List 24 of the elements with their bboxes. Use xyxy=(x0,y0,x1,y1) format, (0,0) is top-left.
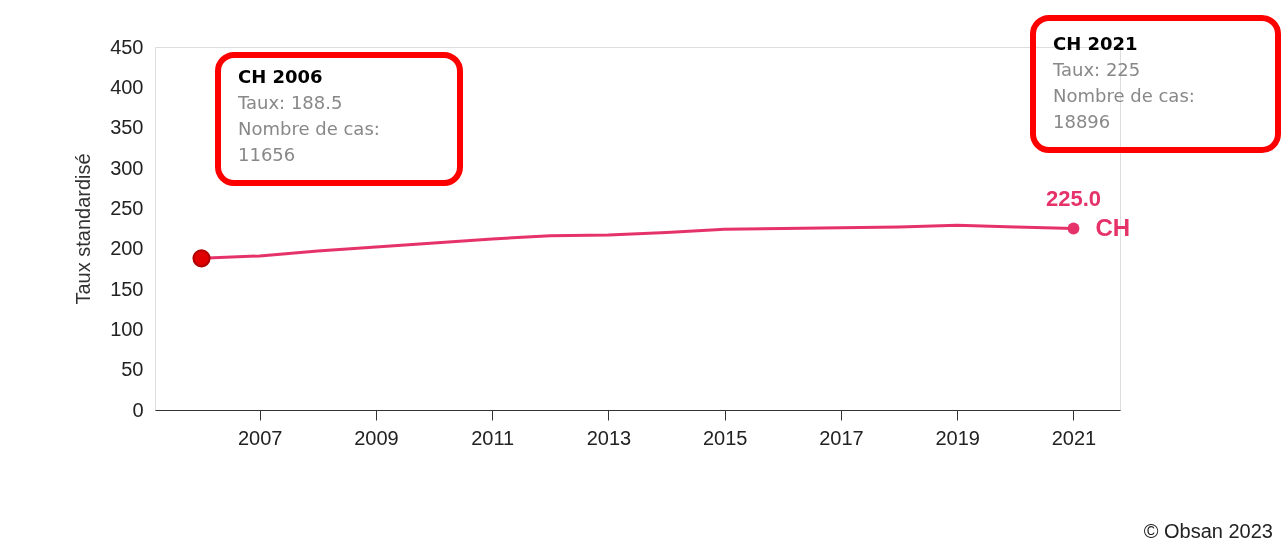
x-tick-label: 2013 xyxy=(586,426,632,449)
y-tick-label: 450 xyxy=(110,35,144,58)
y-tick-label: 100 xyxy=(110,317,144,340)
x-tick-label: 2021 xyxy=(1051,426,1097,449)
x-tick-label: 2017 xyxy=(819,426,864,449)
x-tick-label: 2019 xyxy=(935,426,980,449)
annotation: CH 2006 Taux: 188.5 Nombre de cas: 11656 xyxy=(237,66,380,165)
data-label: 225.0 xyxy=(1045,185,1102,211)
x-tick-label: 2007 xyxy=(237,426,283,449)
y-tick-label: 0 xyxy=(132,398,144,421)
x-tick-label: 2011 xyxy=(471,426,515,449)
y-tick-label: 150 xyxy=(110,277,144,300)
y-tick-label: 50 xyxy=(121,358,144,381)
y-tick-label: 300 xyxy=(110,156,144,179)
x-tick-label: 2015 xyxy=(702,426,748,449)
y-axis-title: Taux standardisé xyxy=(72,153,95,305)
text: © Obsan 2023 xyxy=(1143,520,1273,542)
y-tick-label: 200 xyxy=(110,237,144,260)
y-tick-label: 250 xyxy=(110,196,144,219)
x-tick-label: 2009 xyxy=(354,426,399,449)
y-tick-label: 350 xyxy=(110,116,144,139)
annotation: CH 2021 Taux: 225 Nombre de cas: 18896 xyxy=(1052,33,1195,132)
y-tick-label: 400 xyxy=(110,75,144,98)
series-label: CH xyxy=(1095,213,1131,241)
